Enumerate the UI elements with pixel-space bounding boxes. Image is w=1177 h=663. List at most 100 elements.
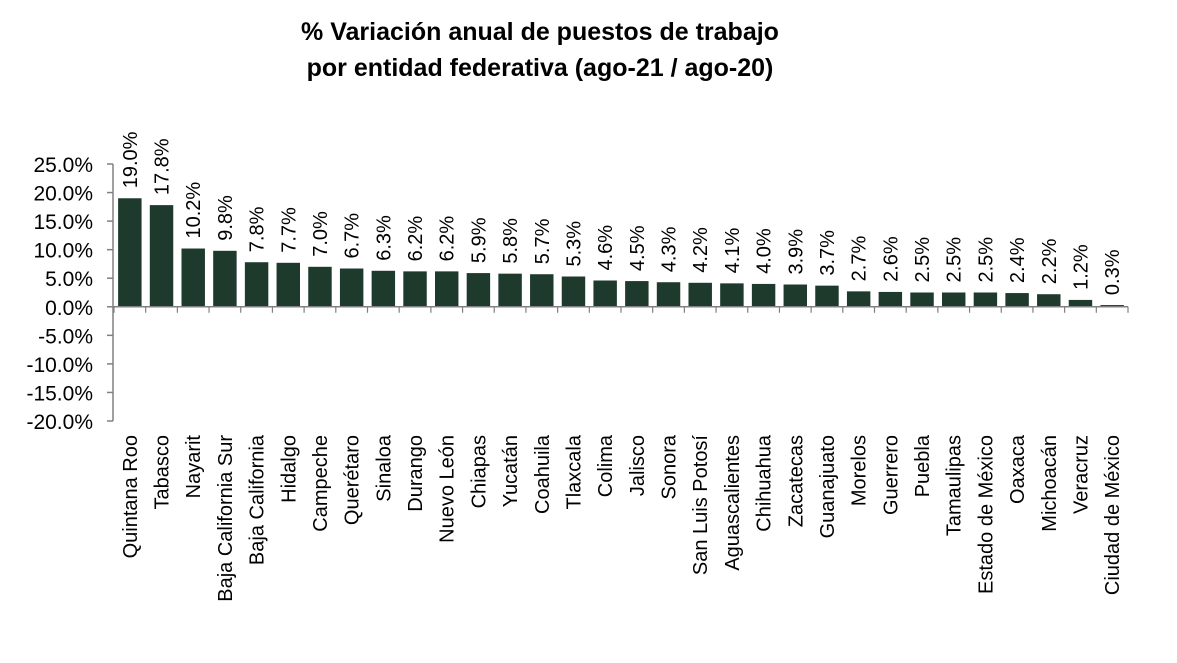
y-tick-label: 0.0% [45,297,93,320]
bar [846,291,871,307]
bar [308,266,332,307]
data-label: 6.3% [373,215,395,261]
data-label: 2.5% [944,237,966,283]
y-tick-label: 15.0% [33,211,93,234]
data-label: 2.4% [1007,237,1029,283]
bar [688,282,712,307]
category-label: Estado de México [975,435,997,594]
bar [751,283,776,307]
category-label: Colima [595,434,617,497]
data-label: 2.6% [880,236,902,282]
bar [783,284,808,307]
data-label: 2.5% [912,237,934,283]
bar [878,291,903,307]
bar [244,262,269,307]
category-labels: Quintana Roo Tabasco Nayarit Baja Californi… [120,434,1124,602]
category-label: San Luis Potosí [690,435,712,576]
data-label: 3.7% [817,230,839,276]
data-label: 7.0% [310,211,332,257]
bar [815,285,839,307]
category-label: Nayarit [183,435,205,499]
bar [593,280,617,307]
category-label: Guanajuato [817,435,839,538]
data-label: 5.7% [532,218,554,264]
data-label: 1.2% [1070,244,1092,290]
category-label: Aguascalientes [722,435,744,571]
y-axis: 25.0% 20.0% 15.0% 10.0% 5.0% 0.0% -5.0% -10.0% -… [26,154,114,434]
bar [434,271,459,307]
category-label: Veracruz [1070,435,1092,514]
data-label: 17.8% [152,138,174,195]
category-label: Michoacán [1039,435,1061,532]
data-label: 4.2% [690,227,712,273]
bar [720,283,744,307]
x-axis [113,306,1129,313]
data-label: 4.3% [659,226,681,272]
category-label: Yucatán [500,435,522,507]
bar [656,282,681,307]
bar [1037,294,1061,307]
y-tick-label: 5.0% [45,268,93,291]
bar [941,292,966,307]
category-label: Oaxaca [1007,434,1029,504]
bar [371,270,396,307]
bar [181,248,205,307]
chart-title: % Variación anual de puestos de trabajo … [0,14,1080,86]
data-label: 19.0% [120,131,142,188]
data-label: 9.8% [215,195,237,241]
data-label: 6.7% [342,213,364,259]
y-tick-label: 20.0% [33,183,93,206]
category-label: Morelos [849,435,871,506]
data-label: 5.3% [563,221,585,267]
category-label: Tlaxcala [563,434,585,509]
bar [910,292,934,307]
category-label: Baja California [247,434,269,565]
category-label: Sonora [659,434,681,499]
data-label: 4.1% [722,228,744,274]
data-label: 6.2% [405,216,427,262]
data-label: 4.6% [595,225,617,271]
chart-title-line-2: por entidad federativa (ago-21 / ago-20) [306,54,774,82]
category-label: Campeche [310,435,332,532]
category-label: Querétaro [342,435,364,525]
bar [149,205,174,307]
bar [118,198,142,307]
bar [1100,305,1124,307]
data-label: 3.9% [785,229,807,275]
y-tick-label: -5.0% [38,325,93,348]
bar [1068,299,1093,307]
category-label: Ciudad de México [1102,435,1124,595]
data-label: 4.0% [754,228,776,274]
chart-title-line-1: % Variación anual de puestos de trabajo [301,18,779,46]
y-tick-label: -15.0% [26,382,93,405]
y-tick-label: 25.0% [33,154,93,177]
data-label: 7.8% [247,206,269,252]
data-label: 7.7% [278,207,300,253]
bars [118,198,1124,307]
bar [466,273,491,307]
category-label: Jalisco [627,435,649,496]
data-label: 2.5% [975,237,997,283]
bar [213,250,237,307]
category-label: Chiapas [468,435,490,508]
data-label: 10.2% [183,182,205,239]
bar [530,274,554,307]
category-label: Tabasco [152,435,174,510]
data-label: 0.3% [1102,249,1124,295]
data-label: 2.7% [849,236,871,282]
bar [498,273,522,307]
bar [1005,293,1029,307]
bar [339,268,364,307]
bar [625,281,649,307]
category-label: Baja California Sur [215,435,237,602]
category-label: Guerrero [880,435,902,515]
category-label: Durango [405,435,427,512]
y-tick-label: -20.0% [26,411,93,434]
data-label: 5.9% [468,217,490,263]
category-label: Hidalgo [278,435,300,503]
bar [973,292,998,307]
bar [276,262,301,307]
data-label: 6.2% [437,216,459,262]
y-tick-label: 10.0% [33,240,93,263]
